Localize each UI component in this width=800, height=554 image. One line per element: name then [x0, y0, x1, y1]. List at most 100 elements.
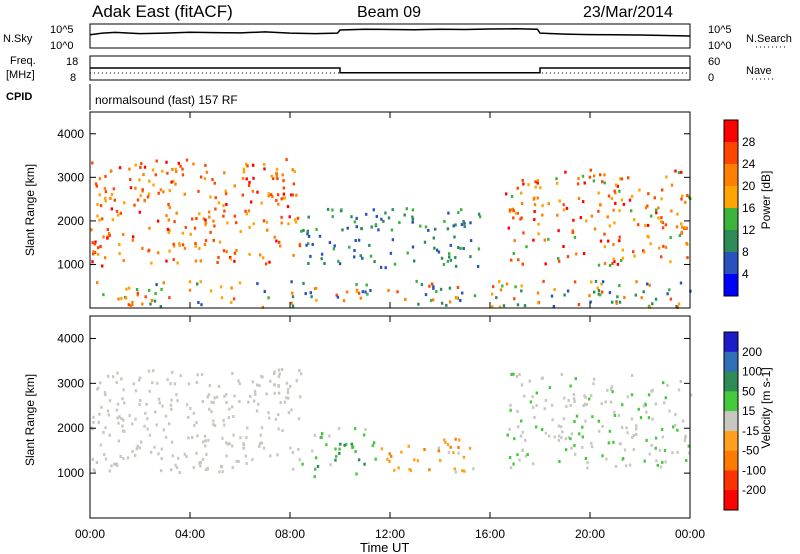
power-echo-cell	[512, 216, 515, 220]
velocity-echo-cell	[131, 422, 134, 426]
power-echo-cell	[660, 197, 663, 201]
velocity-echo-cell	[408, 468, 411, 471]
power-color-cell	[724, 274, 738, 297]
velocity-echo-cell	[316, 465, 320, 468]
power-echo-cell	[96, 281, 99, 285]
power-echo-cell	[139, 194, 142, 198]
velocity-colorbar-tick: 15	[742, 404, 756, 418]
power-echo-cell	[462, 247, 465, 250]
power-echo-cell	[292, 182, 296, 186]
velocity-echo-cell	[562, 417, 566, 421]
power-colorbar-label: Power [dB]	[759, 171, 773, 230]
power-echo-cell	[657, 216, 660, 220]
velocity-echo-cell	[155, 423, 158, 427]
power-echo-cell	[204, 223, 207, 227]
power-echo-cell	[204, 239, 208, 243]
time-tick-label: 16:00	[475, 527, 505, 541]
velocity-echo-cell	[630, 393, 634, 397]
velocity-color-cell	[724, 490, 738, 511]
velocity-echo-cell	[108, 399, 112, 403]
velocity-echo-cell	[606, 388, 609, 392]
velocity-echo-cell	[119, 455, 122, 458]
velocity-echo-cell	[651, 417, 654, 421]
velocity-echo-cell	[438, 458, 442, 462]
velocity-echo-cell	[195, 381, 199, 385]
velocity-echo-cell	[586, 461, 589, 465]
power-colorbar-tick: 8	[742, 245, 749, 259]
velocity-echo-cell	[690, 393, 693, 397]
power-echo-cell	[600, 282, 603, 286]
power-echo-cell	[449, 243, 452, 247]
power-echo-cell	[92, 252, 95, 256]
velocity-echo-cell	[121, 397, 124, 401]
velocity-echo-cell	[246, 426, 249, 430]
velocity-color-cell	[724, 411, 738, 432]
power-echo-cell	[411, 217, 415, 221]
velocity-color-cell	[724, 351, 738, 373]
velocity-echo-cell	[231, 405, 234, 409]
time-tick-label: 00:00	[675, 527, 705, 541]
power-echo-cell	[592, 179, 596, 183]
power-axis-ticks: 1000 2000 3000 4000	[57, 112, 691, 308]
power-echo-cell	[276, 177, 279, 181]
power-echo-cell	[113, 198, 116, 202]
power-echo-cell	[532, 238, 535, 242]
power-echo-cell	[232, 297, 236, 301]
power-echo-cell	[368, 243, 371, 247]
velocity-echo-cell	[513, 437, 516, 441]
velocity-color-cell	[724, 470, 738, 491]
power-echo-cell	[537, 232, 540, 236]
power-echo-cell	[654, 297, 658, 301]
power-echo-cell	[235, 221, 238, 225]
power-echo-cell	[91, 161, 94, 165]
power-echo-cell	[562, 203, 565, 207]
power-echo-cell	[192, 162, 195, 166]
velocity-echo-cell	[221, 470, 224, 474]
velocity-echo-cell	[573, 420, 576, 423]
velocity-echo-cell	[138, 446, 141, 450]
power-echo-cell	[685, 241, 688, 245]
velocity-echo-cell	[144, 411, 147, 415]
velocity-echo-cell	[314, 467, 317, 471]
velocity-echo-cell	[631, 435, 634, 439]
power-echo-cell	[131, 238, 134, 242]
power-echo-cell	[118, 243, 121, 246]
velocity-echo-cell	[581, 446, 584, 449]
velocity-echo-cell	[221, 436, 224, 440]
velocity-echo-cell	[195, 451, 198, 455]
power-echo-cell	[607, 239, 610, 243]
velocity-echo-cell	[380, 447, 384, 451]
velocity-echo-cell	[292, 467, 295, 471]
velocity-echo-cell	[584, 419, 587, 423]
power-echo-cell	[644, 206, 648, 210]
velocity-echo-cell	[343, 443, 346, 447]
velocity-echo-cell	[578, 432, 581, 436]
power-echo-cell	[194, 242, 197, 245]
power-echo-cell	[674, 169, 677, 173]
power-echo-cell	[233, 214, 236, 218]
velocity-echo-cell	[544, 399, 548, 402]
power-echo-cell	[181, 243, 185, 247]
power-echo-cell	[555, 177, 558, 181]
power-echo-cell	[296, 216, 300, 220]
power-echo-cell	[413, 259, 416, 263]
power-echo-cell	[606, 215, 609, 219]
power-echo-cell	[135, 288, 139, 291]
power-echo-cell	[102, 293, 105, 297]
power-echo-cell	[685, 226, 688, 230]
velocity-echo-cell	[267, 411, 270, 415]
power-echo-cell	[612, 208, 615, 212]
velocity-echo-cell	[569, 384, 572, 388]
velocity-echo-cell	[120, 377, 123, 381]
velocity-echo-cell	[204, 439, 207, 443]
freq-label-2: [MHz]	[6, 69, 35, 81]
velocity-echo-cell	[684, 436, 687, 440]
velocity-echo-cell	[687, 444, 690, 448]
velocity-echo-cell	[260, 441, 263, 445]
power-echo-cell	[263, 162, 266, 166]
power-echo-cell	[353, 220, 357, 224]
power-echo-cell	[469, 255, 472, 259]
power-echo-cell	[95, 184, 98, 188]
velocity-echo-cell	[472, 467, 475, 471]
power-echo-cell	[611, 300, 614, 304]
